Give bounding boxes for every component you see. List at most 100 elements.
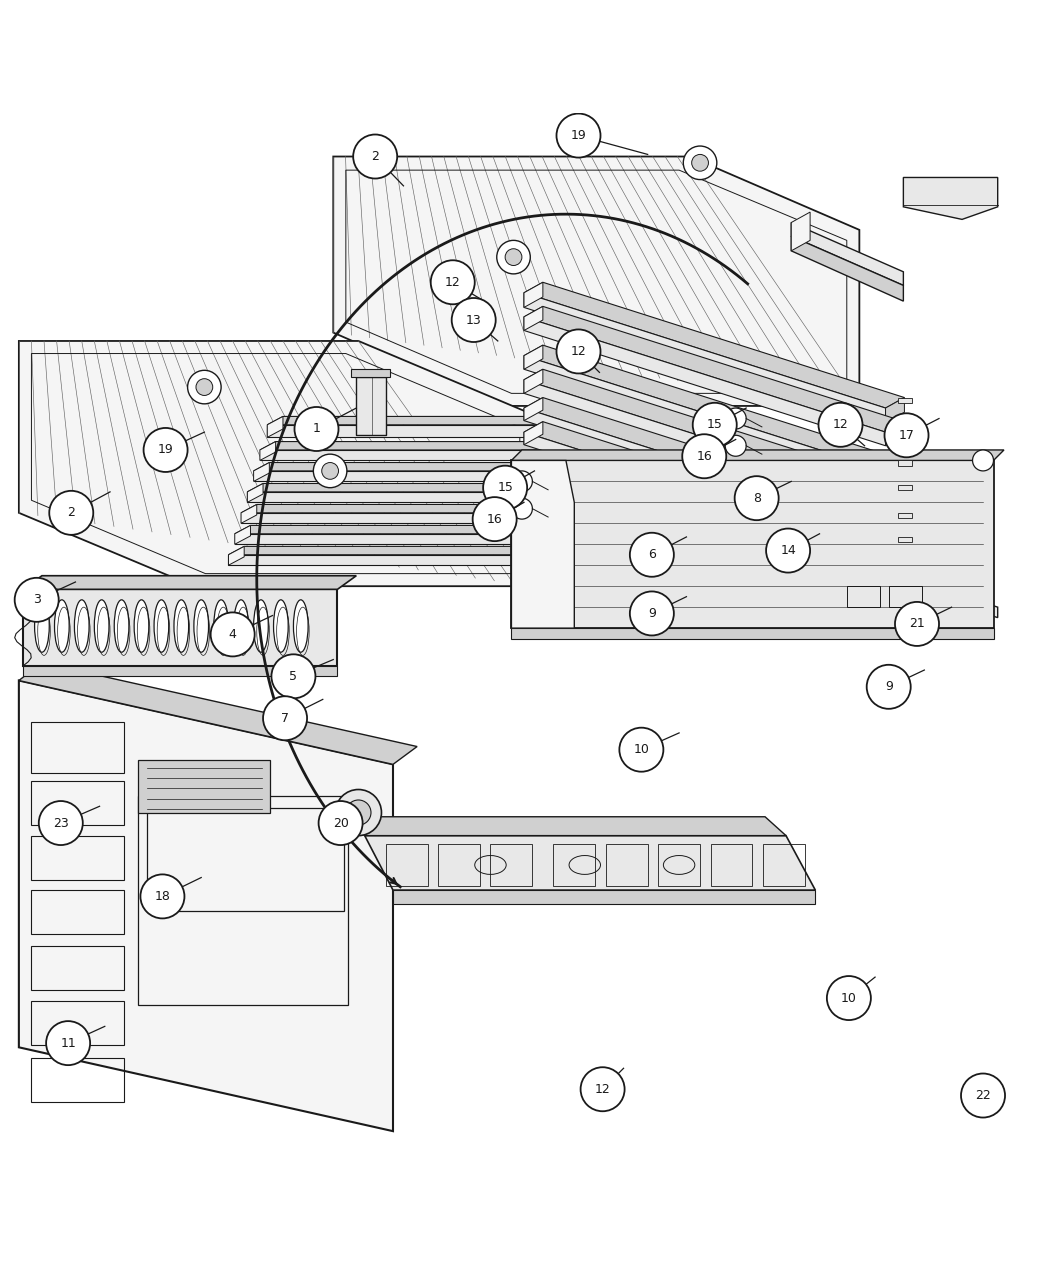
- Ellipse shape: [154, 600, 169, 652]
- Polygon shape: [524, 369, 904, 495]
- Text: 3: 3: [32, 593, 41, 606]
- Circle shape: [313, 454, 347, 488]
- Polygon shape: [524, 397, 543, 420]
- Polygon shape: [524, 355, 886, 485]
- Circle shape: [346, 799, 371, 825]
- Polygon shape: [524, 293, 886, 423]
- Circle shape: [49, 491, 93, 535]
- Ellipse shape: [134, 600, 149, 652]
- Ellipse shape: [194, 600, 209, 652]
- Circle shape: [511, 498, 532, 519]
- Circle shape: [196, 378, 213, 396]
- Polygon shape: [898, 537, 912, 542]
- Polygon shape: [351, 369, 390, 377]
- Polygon shape: [524, 345, 904, 471]
- Polygon shape: [524, 317, 886, 446]
- Ellipse shape: [293, 600, 308, 652]
- Polygon shape: [524, 345, 543, 369]
- Circle shape: [683, 146, 717, 179]
- Circle shape: [497, 241, 530, 274]
- Text: 2: 2: [371, 150, 379, 163]
- Text: 7: 7: [281, 712, 289, 724]
- Bar: [31, 782, 124, 825]
- Text: 14: 14: [780, 544, 796, 558]
- Circle shape: [322, 462, 339, 480]
- Text: 15: 15: [706, 419, 723, 432]
- Circle shape: [271, 654, 315, 699]
- Circle shape: [630, 592, 674, 635]
- Polygon shape: [267, 425, 655, 438]
- Bar: [847, 586, 880, 607]
- Polygon shape: [886, 485, 904, 509]
- Polygon shape: [138, 760, 270, 812]
- Circle shape: [885, 414, 929, 457]
- Polygon shape: [235, 526, 250, 545]
- Circle shape: [473, 498, 517, 541]
- Polygon shape: [254, 471, 641, 481]
- Polygon shape: [19, 341, 532, 586]
- Polygon shape: [228, 546, 244, 565]
- Circle shape: [619, 728, 663, 771]
- Circle shape: [294, 407, 339, 451]
- Polygon shape: [898, 513, 912, 518]
- Bar: [658, 844, 700, 886]
- Text: 19: 19: [157, 443, 174, 457]
- Polygon shape: [886, 397, 904, 423]
- Polygon shape: [267, 416, 671, 425]
- Polygon shape: [791, 213, 810, 251]
- Polygon shape: [247, 484, 263, 503]
- Circle shape: [39, 801, 83, 845]
- Circle shape: [973, 449, 994, 471]
- Polygon shape: [19, 681, 393, 1132]
- Polygon shape: [896, 574, 998, 617]
- Circle shape: [895, 602, 939, 645]
- Polygon shape: [254, 462, 657, 471]
- Polygon shape: [241, 504, 257, 523]
- Ellipse shape: [274, 600, 288, 652]
- Bar: [31, 946, 124, 989]
- Ellipse shape: [234, 600, 248, 652]
- Text: 20: 20: [332, 816, 349, 830]
- Text: 16: 16: [486, 513, 503, 526]
- Text: 10: 10: [840, 992, 857, 1004]
- Text: 12: 12: [832, 419, 849, 432]
- Polygon shape: [511, 461, 994, 628]
- Bar: [31, 723, 124, 773]
- Polygon shape: [241, 513, 629, 523]
- Circle shape: [556, 113, 601, 158]
- Polygon shape: [267, 416, 283, 438]
- Polygon shape: [511, 628, 994, 639]
- Text: 8: 8: [752, 491, 761, 504]
- Polygon shape: [524, 369, 543, 393]
- Circle shape: [211, 612, 255, 657]
- Circle shape: [263, 696, 307, 741]
- Polygon shape: [393, 890, 815, 904]
- Circle shape: [353, 135, 397, 178]
- Circle shape: [961, 1073, 1005, 1118]
- Bar: [763, 844, 805, 886]
- Polygon shape: [524, 283, 543, 307]
- Polygon shape: [260, 442, 276, 461]
- Ellipse shape: [74, 600, 89, 652]
- Polygon shape: [903, 177, 998, 219]
- Circle shape: [431, 260, 475, 304]
- Text: 12: 12: [594, 1083, 611, 1096]
- Circle shape: [505, 248, 522, 266]
- Text: 17: 17: [898, 429, 915, 442]
- Ellipse shape: [35, 600, 49, 652]
- Text: 10: 10: [633, 743, 650, 756]
- Text: 21: 21: [909, 617, 925, 630]
- Polygon shape: [235, 526, 638, 533]
- Polygon shape: [254, 462, 269, 481]
- Polygon shape: [524, 307, 543, 331]
- Circle shape: [511, 471, 532, 491]
- Polygon shape: [524, 432, 886, 560]
- Text: 2: 2: [67, 507, 75, 519]
- Circle shape: [692, 154, 708, 171]
- Polygon shape: [365, 835, 815, 890]
- Text: 9: 9: [885, 680, 893, 694]
- Bar: [31, 890, 124, 934]
- Ellipse shape: [254, 600, 268, 652]
- Circle shape: [46, 1021, 90, 1066]
- Circle shape: [725, 435, 746, 456]
